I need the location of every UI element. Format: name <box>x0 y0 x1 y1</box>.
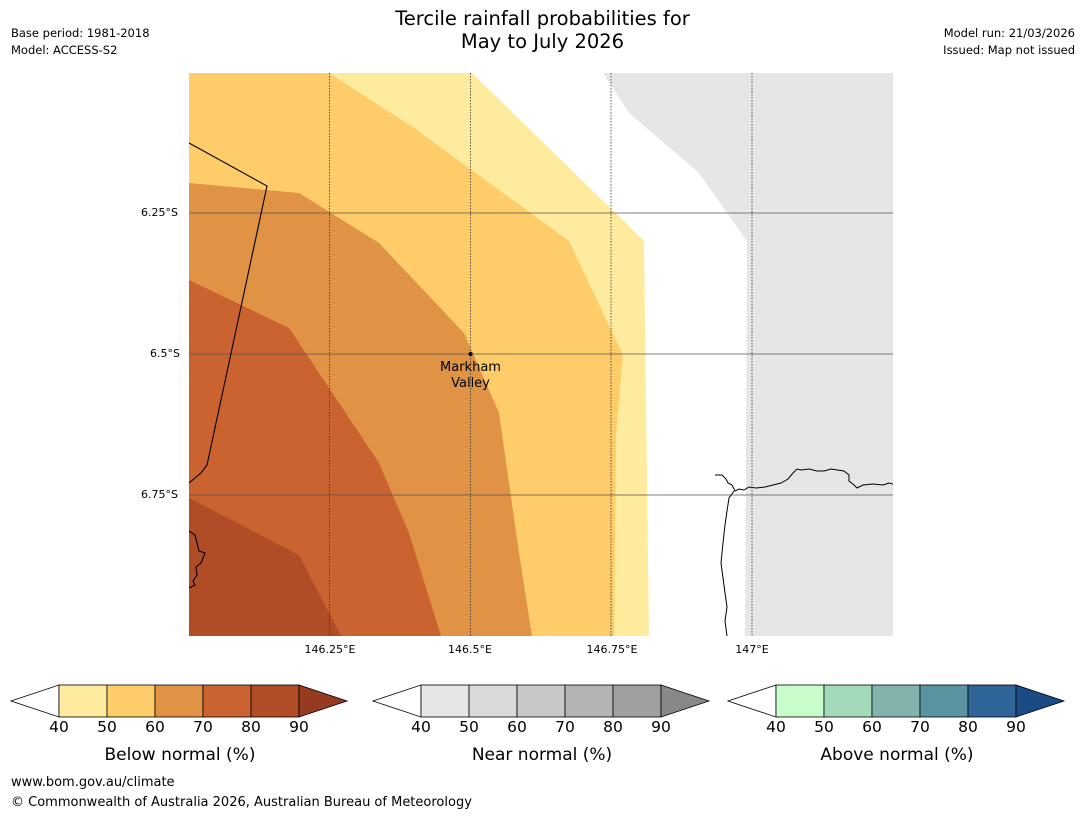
tick-above-40: 40 <box>766 718 786 736</box>
colorbar-segment <box>468 684 518 718</box>
footer-copyright: © Commonwealth of Australia 2026, Austra… <box>11 795 472 810</box>
legend-above: 40 50 60 70 80 90 Above normal (%) <box>726 684 1067 774</box>
header-left: Base period: 1981-2018 Model: ACCESS-S2 <box>11 25 150 59</box>
colorbar-segment <box>420 684 470 718</box>
tick-above-70: 70 <box>910 718 930 736</box>
graticule <box>189 73 893 636</box>
town-marker-dot <box>468 352 473 356</box>
legend-below-title: Below normal (%) <box>104 745 256 765</box>
town-label-line-2: Valley <box>451 376 490 391</box>
issued-text: Issued: Map not issued <box>943 43 1075 57</box>
colorbar-near-ticks: 40 50 60 70 80 90 <box>372 718 712 738</box>
coastline <box>715 468 893 636</box>
title-line-2: May to July 2026 <box>460 30 625 53</box>
tick-above-50: 50 <box>814 718 834 736</box>
tick-below-60: 60 <box>145 718 165 736</box>
tick-near-60: 60 <box>507 718 527 736</box>
colorbar-segment <box>250 684 300 718</box>
colorbar-extend-high <box>298 684 349 718</box>
lon-label-146-25: 146.25°E <box>304 643 356 656</box>
tick-near-80: 80 <box>603 718 623 736</box>
tick-below-40: 40 <box>49 718 69 736</box>
legend-near-title: Near normal (%) <box>471 745 613 765</box>
colorbar-segment <box>58 684 108 718</box>
tick-below-90: 90 <box>289 718 309 736</box>
colorbar-segment <box>106 684 156 718</box>
tick-near-70: 70 <box>555 718 575 736</box>
tick-near-90: 90 <box>651 718 671 736</box>
legend-above-title: Above normal (%) <box>820 745 974 765</box>
colorbar-extend-low <box>371 684 422 718</box>
title-line-1: Tercile rainfall probabilities for <box>395 7 690 30</box>
footer-url: www.bom.gov.au/climate <box>11 775 175 790</box>
colorbar-segment <box>823 684 873 718</box>
colorbar-segment <box>202 684 252 718</box>
tick-near-40: 40 <box>411 718 431 736</box>
colorbar-below-ticks: 40 50 60 70 80 90 <box>10 718 350 738</box>
colorbar-extend-high <box>1015 684 1066 718</box>
province-boundary-south <box>189 530 206 589</box>
colorbar-segment <box>564 684 614 718</box>
legend-below: 40 50 60 70 80 90 Below normal (%) <box>9 684 350 774</box>
colorbar-near <box>371 684 711 718</box>
base-period-text: Base period: 1981-2018 <box>11 26 150 40</box>
model-run-text: Model run: 21/03/2026 <box>943 26 1075 40</box>
tick-below-70: 70 <box>193 718 213 736</box>
tick-above-90: 90 <box>1006 718 1026 736</box>
town-label-line-1: Markham <box>440 360 501 375</box>
colorbar-extend-high <box>660 684 711 718</box>
rainfall-map: Markham Valley <box>189 73 893 636</box>
colorbar-segment <box>871 684 921 718</box>
colorbar-segment <box>919 684 969 718</box>
colorbar-above-ticks: 40 50 60 70 80 90 <box>727 718 1067 738</box>
lon-label-147: 147°E <box>735 643 769 656</box>
lat-label-6-75: 6.75°S <box>141 488 178 501</box>
prob-band-80 <box>189 498 341 636</box>
legend-near: 40 50 60 70 80 90 Near normal (%) <box>371 684 712 774</box>
lon-label-146-75: 146.75°E <box>586 643 638 656</box>
colorbar-above <box>726 684 1066 718</box>
colorbar-extend-low <box>726 684 777 718</box>
header-right: Model run: 21/03/2026 Issued: Map not is… <box>943 25 1075 59</box>
colorbar-extend-low <box>9 684 60 718</box>
model-text: Model: ACCESS-S2 <box>11 43 118 57</box>
tick-below-80: 80 <box>241 718 261 736</box>
colorbar-segment <box>516 684 566 718</box>
tick-above-60: 60 <box>862 718 882 736</box>
colorbar-segment <box>154 684 204 718</box>
colorbar-segment <box>775 684 825 718</box>
province-boundary <box>189 142 268 484</box>
colorbar-segment <box>612 684 662 718</box>
colorbar-below <box>9 684 349 718</box>
colorbar-segment <box>967 684 1017 718</box>
lat-label-6-25: 6.25°S <box>141 206 178 219</box>
tick-above-80: 80 <box>958 718 978 736</box>
lon-label-146-5: 146.5°E <box>448 643 492 656</box>
tick-below-50: 50 <box>97 718 117 736</box>
lat-label-6-5: 6.5°S <box>150 347 180 360</box>
tick-near-50: 50 <box>459 718 479 736</box>
map-title: Tercile rainfall probabilities for May t… <box>0 7 1085 53</box>
